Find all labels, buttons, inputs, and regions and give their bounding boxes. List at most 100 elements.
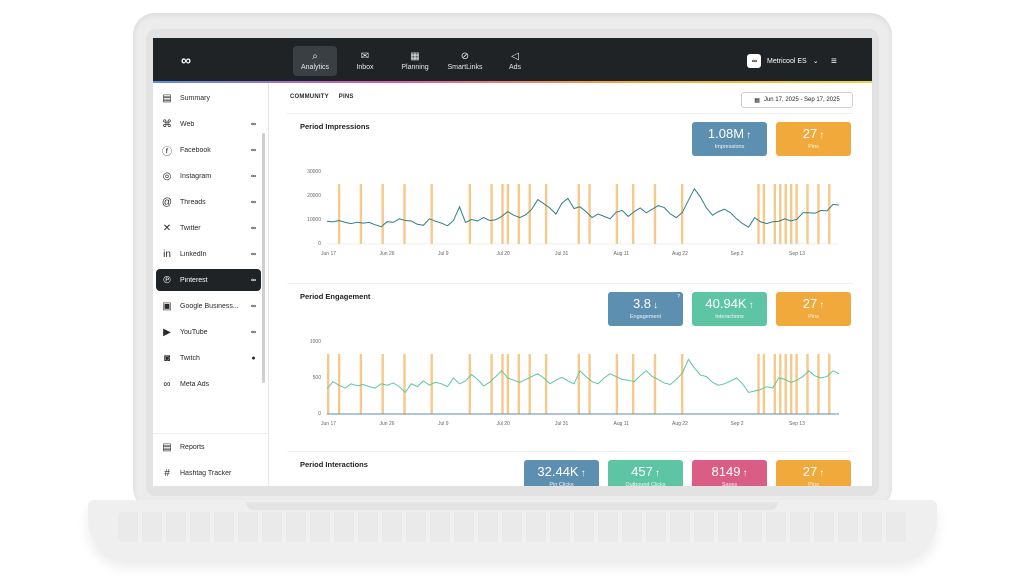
pin-bar[interactable] — [468, 184, 471, 244]
sidebar-item-pinterest[interactable]: ℗ Pinterest ∞ — [156, 269, 261, 291]
menu-icon[interactable]: ≡ — [831, 56, 837, 67]
pin-bar[interactable] — [653, 184, 657, 244]
pin-bar[interactable] — [784, 184, 787, 244]
pin-bar[interactable] — [632, 184, 635, 244]
pin-bar[interactable] — [817, 184, 820, 244]
pin-bar[interactable] — [490, 184, 493, 244]
pin-bar[interactable] — [615, 354, 619, 414]
sidebar-item-hashtag-tracker[interactable]: # Hashtag Tracker — [156, 462, 261, 484]
pin-bar[interactable] — [517, 354, 520, 414]
kpi-number: 27 — [802, 464, 818, 479]
kpi-engagement[interactable]: 3.8 ↓ Engagement? — [608, 292, 683, 326]
pin-bar[interactable] — [528, 354, 531, 414]
pin-bar[interactable] — [544, 354, 548, 414]
pin-bar[interactable] — [681, 354, 684, 414]
pin-bar[interactable] — [806, 184, 809, 244]
pin-bar[interactable] — [773, 184, 776, 244]
pin-bar[interactable] — [779, 354, 782, 414]
pin-bar[interactable] — [588, 184, 591, 244]
pin-bar[interactable] — [790, 184, 793, 244]
pin-bar[interactable] — [762, 184, 766, 244]
pin-bar[interactable] — [828, 354, 831, 414]
sidebar-item-threads[interactable]: @ Threads ∞ — [156, 191, 261, 213]
sidebar-item-instagram[interactable]: ◎ Instagram ∞ — [156, 165, 261, 187]
sidebar-item-youtube[interactable]: ▶ YouTube ∞ — [156, 321, 261, 343]
sidebar-item-summary[interactable]: ▤ Summary — [156, 87, 261, 109]
pin-bar[interactable] — [577, 354, 580, 414]
pin-bar[interactable] — [681, 184, 684, 244]
kpi-number: 457 — [631, 464, 653, 479]
connection-status-icon: ∞ — [251, 276, 256, 284]
kpi-pins[interactable]: 27 ↑ Pins — [776, 292, 851, 326]
pin-bar[interactable] — [544, 184, 548, 244]
pin-bar[interactable] — [795, 184, 798, 244]
pin-bar[interactable] — [501, 184, 504, 244]
kpi-pin-clicks[interactable]: 32.44K ↑ Pin Clicks — [524, 460, 599, 486]
info-icon[interactable]: ? — [677, 294, 680, 300]
pin-bar[interactable] — [779, 184, 782, 244]
pin-bar[interactable] — [403, 354, 406, 414]
pin-bar[interactable] — [517, 184, 520, 244]
pin-bar[interactable] — [762, 354, 766, 414]
sidebar-item-meta-ads[interactable]: ∞ Meta Ads — [156, 373, 261, 395]
analytics-icon: ⌕ — [312, 51, 318, 62]
brand-selector[interactable]: ∞ Metricool ES ⌄ — [747, 54, 819, 68]
hashtag-icon: # — [164, 467, 170, 479]
series-line[interactable] — [326, 358, 840, 394]
sidebar-item-twitch[interactable]: ◙ Twitch ● — [156, 347, 261, 369]
pin-bar[interactable] — [795, 354, 798, 414]
pin-bar[interactable] — [403, 184, 406, 244]
kpi-saves[interactable]: 8149 ↑ Saves — [692, 460, 767, 486]
tab-community[interactable]: COMMUNITY — [290, 94, 329, 100]
nav-ads[interactable]: ◁ Ads — [493, 46, 537, 76]
kpi-pins[interactable]: 27 ↑ Pins — [776, 122, 851, 156]
sidebar-scrollbar[interactable] — [262, 133, 265, 383]
pin-bar[interactable] — [757, 354, 760, 414]
pin-bar[interactable] — [359, 354, 363, 414]
pin-bar[interactable] — [501, 354, 504, 414]
sidebar-item-linkedin[interactable]: in LinkedIn ∞ — [156, 243, 261, 265]
pin-bar[interactable] — [790, 354, 793, 414]
metricool-logo[interactable]: ∞ — [181, 52, 191, 68]
pin-bar[interactable] — [615, 184, 619, 244]
pin-bar[interactable] — [468, 354, 471, 414]
pin-bar[interactable] — [577, 184, 580, 244]
kpi-impressions[interactable]: 1.08M ↑ Impressions — [692, 122, 767, 156]
nav-analytics[interactable]: ⌕ Analytics — [293, 46, 337, 76]
pin-bar[interactable] — [757, 184, 760, 244]
pin-bar[interactable] — [806, 354, 809, 414]
pin-bar[interactable] — [632, 354, 635, 414]
card-title: Period Interactions — [300, 460, 368, 469]
x-tick-label: Aug 11 — [613, 251, 629, 257]
pin-bar[interactable] — [784, 354, 787, 414]
pin-bar[interactable] — [359, 184, 363, 244]
pin-bar[interactable] — [337, 354, 341, 414]
kpi-pins[interactable]: 27 ↑ Pins — [776, 460, 851, 486]
pin-bar[interactable] — [506, 354, 510, 414]
pin-bar[interactable] — [653, 354, 657, 414]
date-range-picker[interactable]: ▦ Jun 17, 2025 - Sep 17, 2025 — [741, 92, 853, 108]
sidebar-item-twitter[interactable]: ✕ Twitter ∞ — [156, 217, 261, 239]
kpi-outbound-clicks[interactable]: 457 ↑ Outbound Clicks — [608, 460, 683, 486]
nav-smartlinks[interactable]: ⊘ SmartLinks — [443, 46, 487, 76]
pin-bar[interactable] — [381, 184, 384, 244]
trend-arrow-icon: ↑ — [748, 300, 754, 311]
sidebar-item-google-business[interactable]: ▣ Google Business... ∞ — [156, 295, 261, 317]
pin-bar[interactable] — [528, 184, 531, 244]
sidebar-item-reports[interactable]: ▤ Reports — [156, 436, 261, 458]
pin-bar[interactable] — [430, 184, 433, 244]
pin-bar[interactable] — [490, 354, 493, 414]
pin-bar[interactable] — [337, 184, 341, 244]
series-line[interactable] — [326, 187, 840, 228]
kpi-interactions[interactable]: 40.94K ↑ Interactions — [692, 292, 767, 326]
pin-bar[interactable] — [588, 354, 591, 414]
sidebar-item-web[interactable]: ⌘ Web ∞ — [156, 113, 261, 135]
pin-bar[interactable] — [506, 184, 510, 244]
pin-bar[interactable] — [828, 184, 831, 244]
sidebar-item-facebook[interactable]: ⓕ Facebook ∞ — [156, 139, 261, 161]
tab-pins[interactable]: PINS — [338, 94, 354, 100]
nav-inbox[interactable]: ✉ Inbox — [343, 46, 387, 76]
pin-bar[interactable] — [817, 354, 820, 414]
pin-bar[interactable] — [327, 354, 330, 414]
nav-planning[interactable]: ▦ Planning — [393, 46, 437, 76]
